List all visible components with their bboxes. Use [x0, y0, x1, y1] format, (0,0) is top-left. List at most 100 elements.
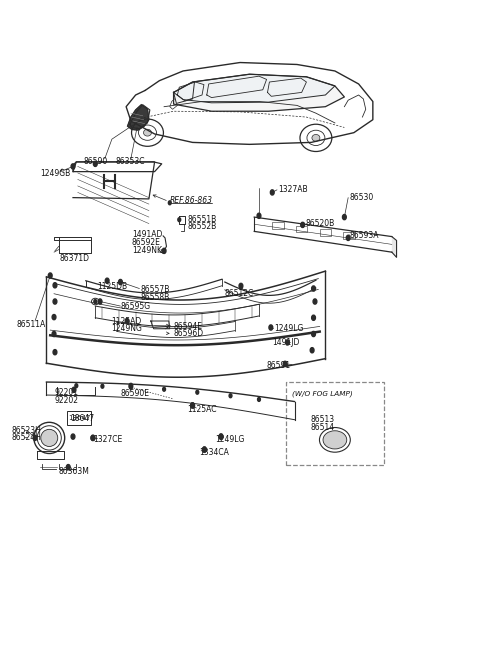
Text: 1125AC: 1125AC: [187, 405, 216, 414]
Circle shape: [286, 340, 289, 345]
Text: 18647: 18647: [71, 414, 95, 423]
Ellipse shape: [312, 134, 320, 141]
Text: 1125AD: 1125AD: [111, 316, 141, 326]
Text: 92201: 92201: [55, 388, 79, 397]
Circle shape: [168, 201, 171, 205]
Circle shape: [52, 314, 56, 320]
Polygon shape: [392, 236, 396, 257]
Text: 86511A: 86511A: [16, 320, 45, 329]
Circle shape: [342, 214, 346, 219]
Circle shape: [130, 385, 132, 389]
Text: 18647: 18647: [68, 415, 90, 421]
Circle shape: [313, 299, 317, 304]
Circle shape: [283, 362, 287, 366]
Polygon shape: [128, 105, 149, 130]
Circle shape: [72, 387, 76, 392]
Circle shape: [53, 283, 57, 288]
Circle shape: [94, 299, 96, 303]
Circle shape: [203, 447, 206, 452]
Circle shape: [75, 384, 78, 388]
Circle shape: [312, 286, 315, 291]
Circle shape: [178, 217, 180, 221]
Text: 86353C: 86353C: [116, 157, 145, 166]
Circle shape: [119, 280, 122, 285]
Text: 86591: 86591: [266, 361, 290, 369]
Text: 86557B: 86557B: [140, 286, 170, 294]
Text: 1249LG: 1249LG: [216, 435, 245, 443]
Circle shape: [162, 248, 166, 253]
Text: 86363M: 86363M: [59, 467, 90, 476]
Bar: [272, 223, 284, 229]
Text: 86593A: 86593A: [349, 231, 379, 240]
Text: 86592E: 86592E: [132, 238, 161, 247]
Circle shape: [101, 384, 104, 388]
Circle shape: [229, 394, 232, 398]
Circle shape: [196, 390, 199, 394]
Circle shape: [94, 161, 97, 166]
Bar: [343, 233, 355, 239]
Circle shape: [125, 318, 129, 324]
Circle shape: [301, 222, 304, 227]
Text: 86590: 86590: [84, 157, 108, 166]
Text: 1249NG: 1249NG: [111, 324, 142, 333]
Text: 86524H: 86524H: [12, 434, 41, 442]
Text: 86513: 86513: [310, 415, 335, 424]
Circle shape: [48, 273, 52, 278]
Polygon shape: [174, 74, 335, 103]
Text: 1249LG: 1249LG: [274, 324, 303, 333]
Text: 1491AD: 1491AD: [132, 230, 162, 239]
Circle shape: [163, 387, 166, 391]
Circle shape: [312, 315, 315, 320]
Circle shape: [105, 278, 109, 284]
Circle shape: [203, 447, 206, 452]
Text: 1334CA: 1334CA: [200, 448, 229, 457]
Circle shape: [53, 350, 57, 355]
Text: REF.86-863: REF.86-863: [170, 196, 213, 206]
Circle shape: [71, 164, 75, 169]
Circle shape: [312, 331, 315, 337]
Circle shape: [191, 403, 194, 408]
Text: 1249GB: 1249GB: [40, 169, 70, 178]
Bar: [296, 226, 307, 233]
Circle shape: [257, 213, 261, 218]
Text: 1491JD: 1491JD: [272, 338, 300, 347]
Text: 1249NK: 1249NK: [132, 246, 162, 255]
Text: 1327CE: 1327CE: [93, 435, 122, 443]
Circle shape: [191, 403, 194, 408]
Ellipse shape: [323, 431, 347, 449]
Circle shape: [270, 190, 274, 195]
Text: 86552B: 86552B: [188, 222, 217, 231]
Circle shape: [91, 436, 95, 441]
Circle shape: [258, 398, 261, 402]
Circle shape: [71, 434, 75, 440]
Circle shape: [346, 235, 350, 240]
Ellipse shape: [41, 429, 58, 447]
Circle shape: [219, 434, 223, 440]
Text: 1125DB: 1125DB: [96, 282, 127, 291]
Circle shape: [239, 284, 243, 289]
Circle shape: [269, 325, 273, 330]
Circle shape: [98, 299, 102, 304]
Text: 86530: 86530: [349, 193, 373, 202]
Polygon shape: [174, 74, 344, 111]
Circle shape: [129, 383, 133, 388]
Text: (W/O FOG LAMP): (W/O FOG LAMP): [292, 390, 353, 397]
Text: 86594E: 86594E: [174, 322, 203, 331]
Text: 86512C: 86512C: [225, 289, 254, 297]
Text: 86590E: 86590E: [120, 389, 149, 398]
Text: 86551B: 86551B: [188, 215, 217, 223]
Circle shape: [33, 436, 37, 441]
Circle shape: [219, 434, 223, 440]
Text: 1327AB: 1327AB: [278, 185, 308, 195]
Circle shape: [53, 299, 57, 304]
Text: 86595G: 86595G: [120, 302, 151, 311]
Text: 86523H: 86523H: [12, 426, 41, 435]
Text: 86596D: 86596D: [174, 329, 204, 339]
Text: 86558B: 86558B: [140, 293, 169, 302]
Bar: [320, 229, 331, 236]
Text: 86514: 86514: [310, 423, 335, 432]
Text: 92202: 92202: [55, 396, 79, 405]
Text: 86520B: 86520B: [305, 219, 335, 228]
Circle shape: [310, 348, 314, 353]
Text: 86371D: 86371D: [60, 254, 90, 263]
